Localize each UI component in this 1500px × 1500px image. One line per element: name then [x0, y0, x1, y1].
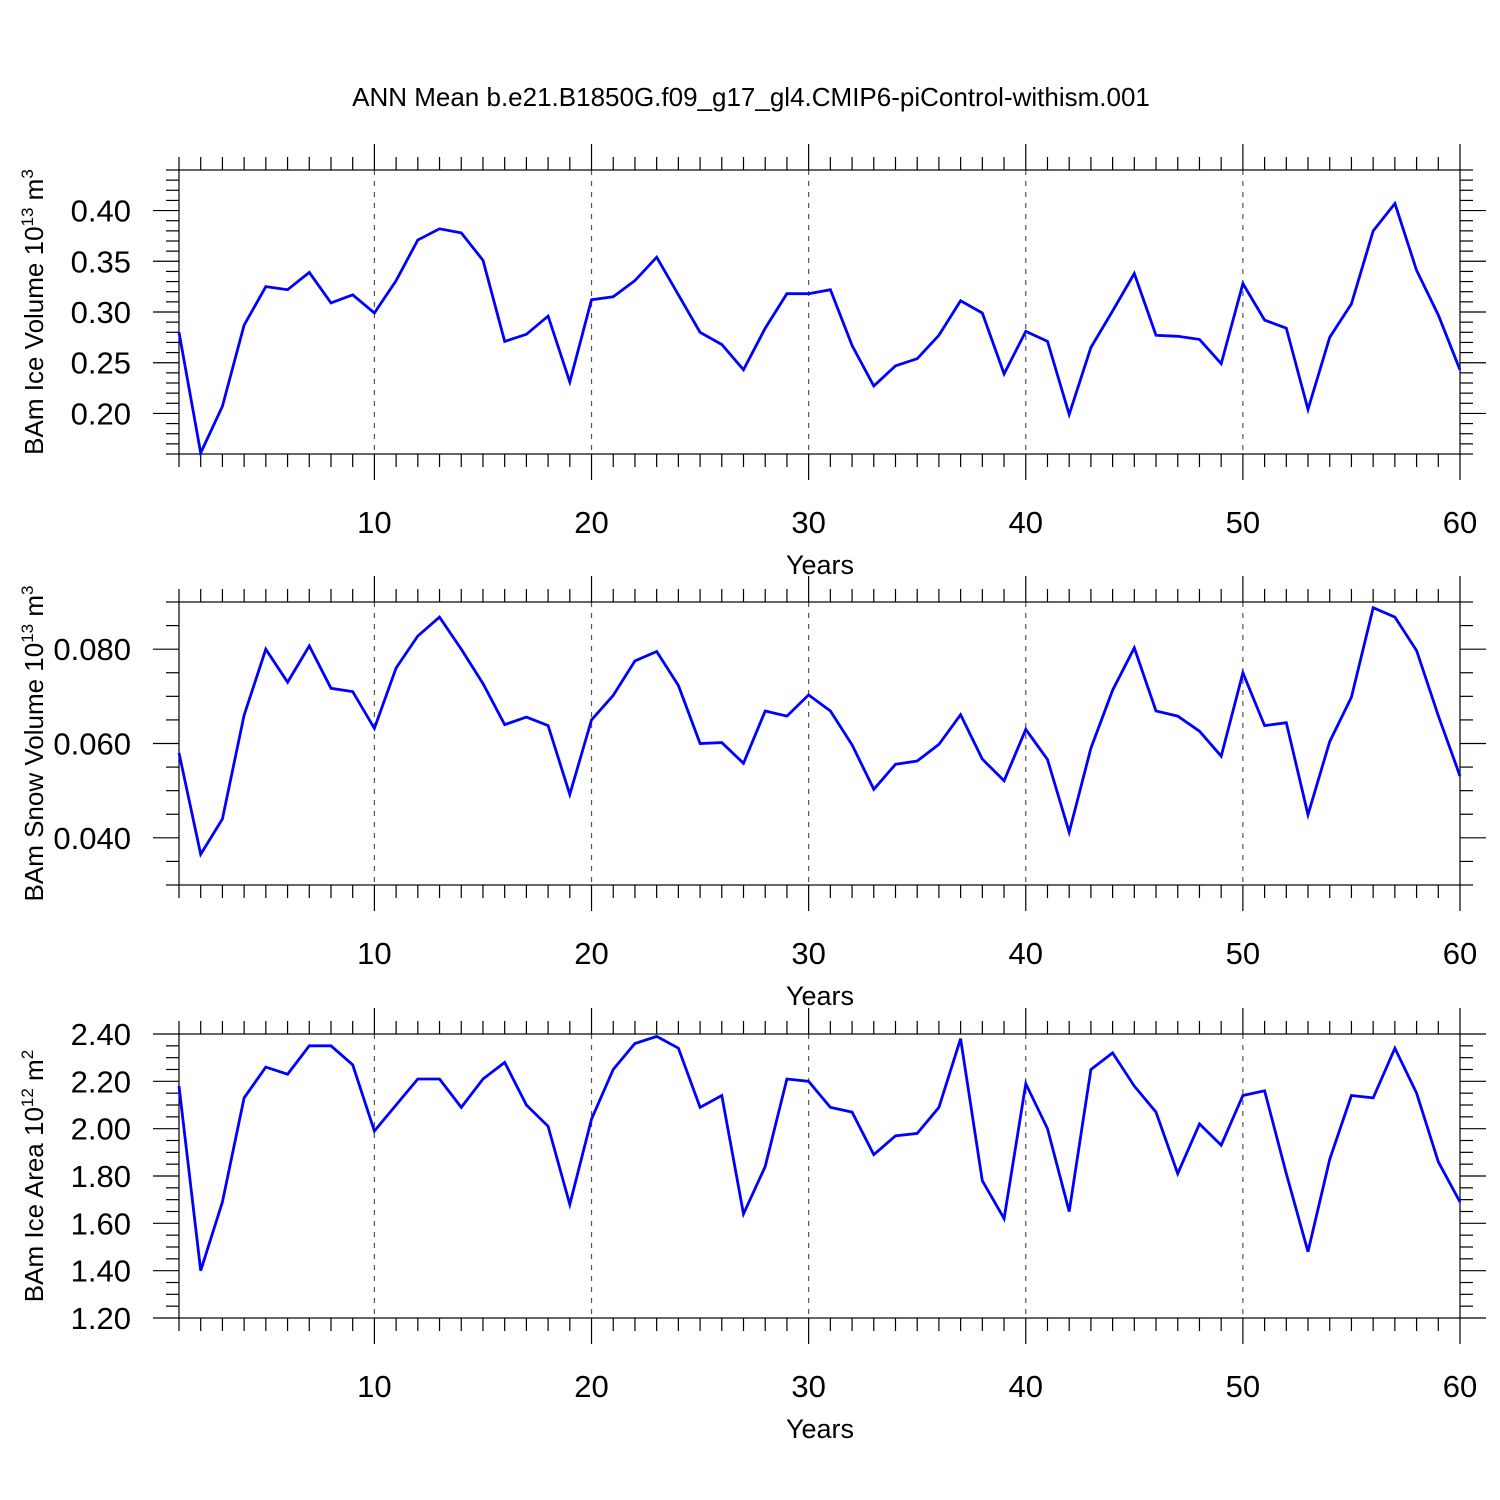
y-tick-label: 2.40: [71, 1017, 131, 1052]
x-tick-label: 10: [357, 1369, 391, 1404]
x-tick-label: 50: [1226, 1369, 1260, 1404]
x-tick-label: 40: [1009, 936, 1043, 971]
x-tick-label: 20: [574, 1369, 608, 1404]
x-tick-label: 60: [1443, 505, 1477, 540]
y-axis-label-exp: 13: [18, 208, 37, 227]
panel-1: 10 20 30 40 50 60 0.20 0.25 0.30 0.35 0.40 Years BAm…: [18, 144, 1486, 580]
y-tick-label: 0.060: [53, 727, 131, 762]
y-tick-label: 0.35: [71, 244, 131, 279]
y-axis-label-unit-exp: 3: [18, 169, 37, 178]
y-axis-label-base: BAm Ice Area 10: [19, 1107, 49, 1302]
y-axis-label-base: BAm Ice Volume 10: [19, 226, 49, 454]
x-axis-label: Years: [786, 981, 854, 1011]
y-axis-label-exp: 12: [18, 1088, 37, 1107]
y-tick-label: 2.20: [71, 1064, 131, 1099]
y-tick-label: 0.25: [71, 346, 131, 381]
panel-3: 10 20 30 40 50 60 1.20 1.40 1.60 1.80 2.00 2.20 2.40…: [18, 1008, 1486, 1444]
y-axis-label: BAm Ice Area 1012 m2: [18, 1050, 49, 1302]
x-tick-label: 30: [791, 1369, 825, 1404]
x-tick-label: 40: [1009, 505, 1043, 540]
y-tick-label: 1.80: [71, 1159, 131, 1194]
panels: 10 20 30 40 50 60 0.20 0.25 0.30 0.35 0.40 Years BAm…: [18, 144, 1486, 1444]
plot-frame: [178, 601, 1461, 886]
plot-frame: [178, 1033, 1461, 1319]
y-tick-label: 0.40: [71, 194, 131, 229]
y-tick-label: 1.20: [71, 1301, 131, 1336]
y-axis-label-unit: m: [19, 1059, 49, 1088]
y-axis-label-unit: m: [19, 179, 49, 208]
x-tick-label: 10: [357, 936, 391, 971]
y-tick-label: 0.20: [71, 396, 131, 431]
y-tick-label: 0.040: [53, 821, 131, 856]
x-axis-label: Years: [786, 1414, 854, 1444]
x-tick-label: 60: [1443, 936, 1477, 971]
series-line: [177, 1034, 1462, 1272]
y-tick-label: 0.080: [53, 632, 131, 667]
y-axis-label-base: BAm Snow Volume 10: [19, 643, 49, 902]
x-tick-label: 40: [1009, 1369, 1043, 1404]
panel-2: 10 20 30 40 50 60 0.040 0.060 0.080 Years BAm Snow…: [18, 576, 1486, 1011]
y-axis-label-unit-exp: 2: [18, 1050, 37, 1059]
x-tick-label: 20: [574, 936, 608, 971]
y-axis-label: BAm Ice Volume 1013 m3: [18, 169, 49, 455]
x-tick-label: 60: [1443, 1369, 1477, 1404]
plot-frame: [178, 169, 1461, 455]
y-axis-label: BAm Snow Volume 1013 m3: [18, 586, 49, 902]
x-tick-label: 50: [1226, 936, 1260, 971]
y-axis-label-unit-exp: 3: [18, 586, 37, 595]
x-tick-label: 50: [1226, 505, 1260, 540]
series-line: [177, 200, 1462, 458]
y-tick-label: 1.60: [71, 1206, 131, 1241]
y-tick-label: 0.30: [71, 295, 131, 330]
x-tick-label: 30: [791, 505, 825, 540]
series-line: [177, 605, 1462, 859]
x-tick-label: 10: [357, 505, 391, 540]
y-axis-label-unit: m: [19, 595, 49, 624]
figure-title: ANN Mean b.e21.B1850G.f09_g17_gl4.CMIP6-…: [352, 82, 1150, 112]
x-tick-label: 30: [791, 936, 825, 971]
y-tick-label: 1.40: [71, 1254, 131, 1289]
x-axis-label: Years: [786, 550, 854, 580]
y-tick-label: 2.00: [71, 1112, 131, 1147]
y-axis-label-exp: 13: [18, 624, 37, 643]
x-tick-label: 20: [574, 505, 608, 540]
